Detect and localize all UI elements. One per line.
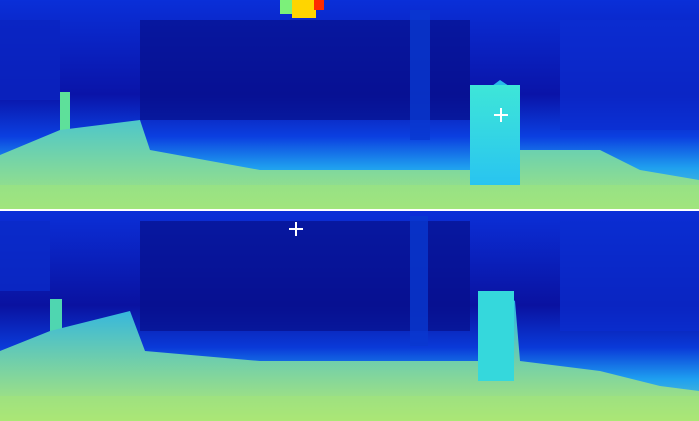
panel-divider (0, 209, 699, 212)
crosshair-marker-icon (288, 221, 304, 237)
depth-map-bottom-image (0, 211, 699, 421)
depth-map-top (0, 0, 699, 210)
depth-map-bottom (0, 211, 699, 421)
crosshair-marker-icon (493, 107, 509, 123)
depth-map-top-image (0, 0, 699, 210)
